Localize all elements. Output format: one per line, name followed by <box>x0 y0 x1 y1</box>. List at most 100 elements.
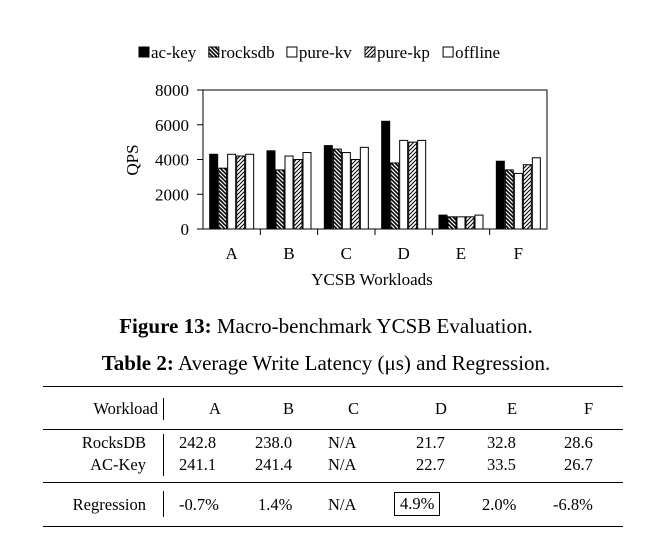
row-ackey-c: N/A <box>328 455 357 474</box>
bar-rocksdb-a <box>218 167 228 230</box>
row-rocksdb-a: 242.8 <box>179 433 217 452</box>
bar-pure-kv-e <box>456 216 466 230</box>
header-col-d: D <box>435 399 447 418</box>
y-axis: 0 2000 4000 6000 8000 <box>155 81 203 239</box>
bar-pure-kv-f <box>513 172 523 230</box>
bar-pure-kv-a <box>227 153 237 230</box>
row-ackey-label: AC-Key <box>90 455 146 474</box>
row-ackey-a: 241.1 <box>179 455 217 474</box>
plot-frame <box>202 89 548 230</box>
row-ackey-e: 33.5 <box>487 455 516 474</box>
row-ackey-b: 241.4 <box>255 455 293 474</box>
table-vbar-regression <box>163 491 164 517</box>
legend-swatch-offline <box>442 46 454 58</box>
x-tick-label-f: F <box>514 244 523 263</box>
bar-offline-d <box>417 139 427 230</box>
row-regression-e: 2.0% <box>482 495 517 514</box>
bar-pure-kp-c <box>350 159 360 230</box>
bar-ac-key-c <box>323 145 333 230</box>
y-tick-label-6000: 6000 <box>155 116 189 135</box>
bar-ac-key-e <box>438 214 448 230</box>
figure-caption-text: Macro-benchmark YCSB Evaluation. <box>211 314 533 338</box>
row-ackey-d: 22.7 <box>416 455 445 474</box>
bars-group <box>209 120 541 230</box>
legend-swatch-ac-key <box>138 46 150 58</box>
y-tick-label-0: 0 <box>181 220 190 239</box>
bar-pure-kp-b <box>293 159 303 230</box>
x-axis-title: YCSB Workloads <box>311 270 433 289</box>
bar-offline-c <box>359 146 369 230</box>
legend-swatch-rocksdb <box>208 46 220 58</box>
table-vbar-body <box>163 434 164 476</box>
y-tick-label-8000: 8000 <box>155 81 189 100</box>
legend-label-offline: offline <box>455 43 500 62</box>
table-mid-rule <box>43 482 623 483</box>
header-workload: Workload <box>93 399 158 418</box>
bar-pure-kp-d <box>408 141 418 230</box>
row-regression-b: 1.4% <box>258 495 293 514</box>
bar-rocksdb-e <box>447 216 457 230</box>
table-caption-label: Table 2: <box>101 351 174 375</box>
bar-ac-key-a <box>209 153 219 230</box>
bar-ac-key-d <box>381 120 391 230</box>
bar-pure-kp-a <box>236 155 246 230</box>
x-tick-label-a: A <box>226 244 239 263</box>
table-vbar-header <box>163 398 164 420</box>
legend-label-ac-key: ac-key <box>151 43 197 62</box>
x-tick-label-e: E <box>456 244 466 263</box>
table-bottom-rule <box>43 526 623 527</box>
row-regression-f: -6.8% <box>553 495 593 514</box>
row-rocksdb-f: 28.6 <box>564 433 593 452</box>
header-col-c: C <box>348 399 360 418</box>
figure-caption: Figure 13: Macro-benchmark YCSB Evaluati… <box>0 314 652 339</box>
x-tick-label-b: B <box>283 244 294 263</box>
row-regression-c: N/A <box>328 495 357 514</box>
bar-pure-kp-f <box>522 164 532 230</box>
x-tick-label-d: D <box>398 244 410 263</box>
bar-ac-key-f <box>495 160 505 230</box>
header-col-f: F <box>584 399 594 418</box>
bar-rocksdb-d <box>390 162 400 230</box>
row-rocksdb-b: 238.0 <box>255 433 293 452</box>
bar-ac-key-b <box>266 150 276 230</box>
legend-swatch-pure-kv <box>286 46 298 58</box>
table-top-rule <box>43 386 623 387</box>
ycsb-bar-chart: ac-key rocksdb pure-kv pure-kp offline 0 2000… <box>123 43 548 289</box>
row-rocksdb-label: RocksDB <box>81 433 146 452</box>
bar-pure-kv-d <box>399 139 409 230</box>
table-header-rule <box>43 429 623 430</box>
legend-label-pure-kv: pure-kv <box>299 43 352 62</box>
legend-swatch-pure-kp <box>364 46 376 58</box>
header-col-b: B <box>283 399 295 418</box>
x-axis: A B C D E F <box>226 229 523 263</box>
legend-label-pure-kp: pure-kp <box>377 43 430 62</box>
figure-caption-label: Figure 13: <box>119 314 212 338</box>
row-regression-a: -0.7% <box>179 495 219 514</box>
table-caption-text: Average Write Latency (μs) and Regressio… <box>173 351 551 375</box>
bar-offline-f <box>531 157 541 230</box>
row-regression-label: Regression <box>72 495 146 514</box>
y-tick-label-4000: 4000 <box>155 151 189 170</box>
chart-legend: ac-key rocksdb pure-kv pure-kp offline <box>138 43 500 62</box>
row-rocksdb-d: 21.7 <box>416 433 445 452</box>
row-rocksdb-e: 32.8 <box>487 433 516 452</box>
header-col-e: E <box>507 399 518 418</box>
table-caption: Table 2: Average Write Latency (μs) and … <box>0 351 652 376</box>
row-regression-d-highlighted: 4.9% <box>394 492 441 516</box>
row-rocksdb-c: N/A <box>328 433 357 452</box>
legend-label-rocksdb: rocksdb <box>221 43 275 62</box>
bar-offline-e <box>474 214 484 230</box>
x-tick-label-c: C <box>341 244 352 263</box>
y-axis-title: QPS <box>123 144 142 175</box>
bar-offline-a <box>245 153 255 230</box>
y-tick-label-2000: 2000 <box>155 185 189 204</box>
bar-pure-kp-e <box>465 216 475 230</box>
row-ackey-f: 26.7 <box>564 455 593 474</box>
bar-offline-b <box>302 152 312 230</box>
bar-rocksdb-b <box>275 169 285 230</box>
bar-pure-kv-b <box>284 155 294 230</box>
bar-rocksdb-c <box>332 148 342 230</box>
bar-rocksdb-f <box>504 169 514 230</box>
bar-pure-kv-c <box>341 152 351 230</box>
header-col-a: A <box>209 399 221 418</box>
